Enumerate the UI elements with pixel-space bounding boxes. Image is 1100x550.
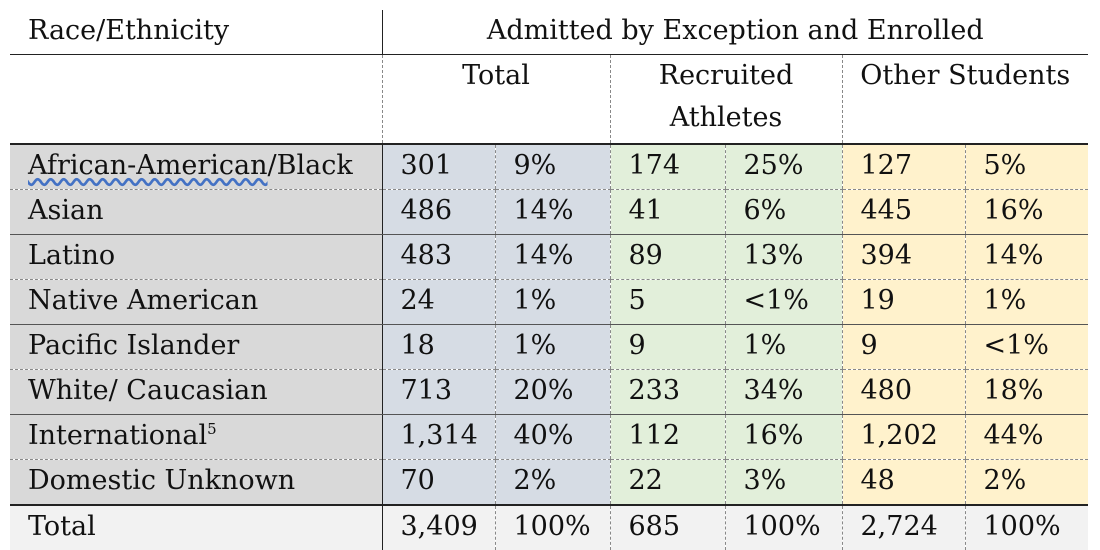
- total-percent: 9%: [494, 144, 610, 190]
- table-row: Native American 24 1% 5 <1% 19 1%: [10, 279, 1089, 325]
- other-percent: 16%: [964, 189, 1089, 235]
- athletes-percent: 1%: [724, 324, 842, 370]
- race-cell: Asian: [10, 189, 382, 235]
- total-percent: 2%: [494, 459, 610, 505]
- total-count: 1,314: [381, 414, 495, 460]
- total-percent: 1%: [494, 279, 610, 325]
- total-count: 70: [381, 459, 495, 505]
- total-count: 18: [381, 324, 495, 370]
- table-row: Domestic Unknown 70 2% 22 3% 48 2%: [10, 459, 1089, 505]
- athletes-count: 112: [609, 414, 725, 460]
- athletes-percent: 3%: [724, 459, 842, 505]
- athletes-percent: 100%: [724, 504, 842, 550]
- athletes-percent: 6%: [724, 189, 842, 235]
- other-percent: 14%: [964, 234, 1089, 280]
- athletes-count: 22: [609, 459, 725, 505]
- total-count: 301: [381, 144, 495, 190]
- athletes-percent: <1%: [724, 279, 842, 325]
- athletes-percent: 16%: [724, 414, 842, 460]
- athletes-count: 5: [609, 279, 725, 325]
- other-percent: <1%: [964, 324, 1089, 370]
- total-header: Total: [381, 54, 610, 145]
- other-count: 445: [841, 189, 965, 235]
- footnote-marker: 5: [207, 420, 217, 438]
- athletes-count: 685: [609, 504, 725, 550]
- total-count: 486: [381, 189, 495, 235]
- total-count: 24: [381, 279, 495, 325]
- other-count: 9: [841, 324, 965, 370]
- other-percent: 2%: [964, 459, 1089, 505]
- athletes-count: 9: [609, 324, 725, 370]
- total-percent: 14%: [494, 234, 610, 280]
- total-percent: 1%: [494, 324, 610, 370]
- race-cell: Pacific Islander: [10, 324, 382, 370]
- athletes-percent: 25%: [724, 144, 842, 190]
- race-cell: Domestic Unknown: [10, 459, 382, 505]
- total-percent: 14%: [494, 189, 610, 235]
- total-row: Total 3,409 100% 685 100% 2,724 100%: [10, 504, 1089, 550]
- race-cell: International5: [10, 414, 382, 460]
- other-percent: 100%: [964, 504, 1089, 550]
- header-spacer: [10, 54, 382, 145]
- race-cell: Latino: [10, 234, 382, 280]
- other-count: 19: [841, 279, 965, 325]
- athletes-count: 233: [609, 369, 725, 415]
- total-percent: 100%: [494, 504, 610, 550]
- athletes-count: 174: [609, 144, 725, 190]
- table-row: Asian 486 14% 41 6% 445 16%: [10, 189, 1089, 235]
- athletes-count: 89: [609, 234, 725, 280]
- athletes-header: Recruited Athletes: [609, 54, 842, 145]
- other-percent: 44%: [964, 414, 1089, 460]
- other-percent: 5%: [964, 144, 1089, 190]
- race-cell: Native American: [10, 279, 382, 325]
- table-row: International5 1,314 40% 112 16% 1,202 4…: [10, 414, 1089, 460]
- total-percent: 20%: [494, 369, 610, 415]
- race-cell: White/ Caucasian: [10, 369, 382, 415]
- athletes-percent: 34%: [724, 369, 842, 415]
- other-count: 127: [841, 144, 965, 190]
- table-row: White/ Caucasian 713 20% 233 34% 480 18%: [10, 369, 1089, 415]
- other-count: 1,202: [841, 414, 965, 460]
- other-count: 2,724: [841, 504, 965, 550]
- total-count: 713: [381, 369, 495, 415]
- table-row: Pacific Islander 18 1% 9 1% 9 <1%: [10, 324, 1089, 370]
- group-title: Admitted by Exception and Enrolled: [381, 10, 1089, 55]
- table-row: African-American/Black 301 9% 174 25% 12…: [10, 144, 1089, 190]
- other-header: Other Students: [841, 54, 1089, 145]
- other-count: 394: [841, 234, 965, 280]
- other-percent: 1%: [964, 279, 1089, 325]
- total-row-label: Total: [10, 504, 382, 550]
- admissions-table: Race/Ethnicity Admitted by Exception and…: [10, 10, 1089, 550]
- total-count: 3,409: [381, 504, 495, 550]
- other-percent: 18%: [964, 369, 1089, 415]
- race-name-underlined: African-American: [28, 150, 268, 181]
- athletes-percent: 13%: [724, 234, 842, 280]
- race-name-suffix: /Black: [267, 150, 353, 181]
- race-name: International: [28, 420, 208, 451]
- table-row: Latino 483 14% 89 13% 394 14%: [10, 234, 1089, 280]
- race-cell: African-American/Black: [10, 144, 382, 190]
- race-ethnicity-header: Race/Ethnicity: [10, 10, 382, 55]
- athletes-count: 41: [609, 189, 725, 235]
- other-count: 480: [841, 369, 965, 415]
- other-count: 48: [841, 459, 965, 505]
- total-count: 483: [381, 234, 495, 280]
- total-percent: 40%: [494, 414, 610, 460]
